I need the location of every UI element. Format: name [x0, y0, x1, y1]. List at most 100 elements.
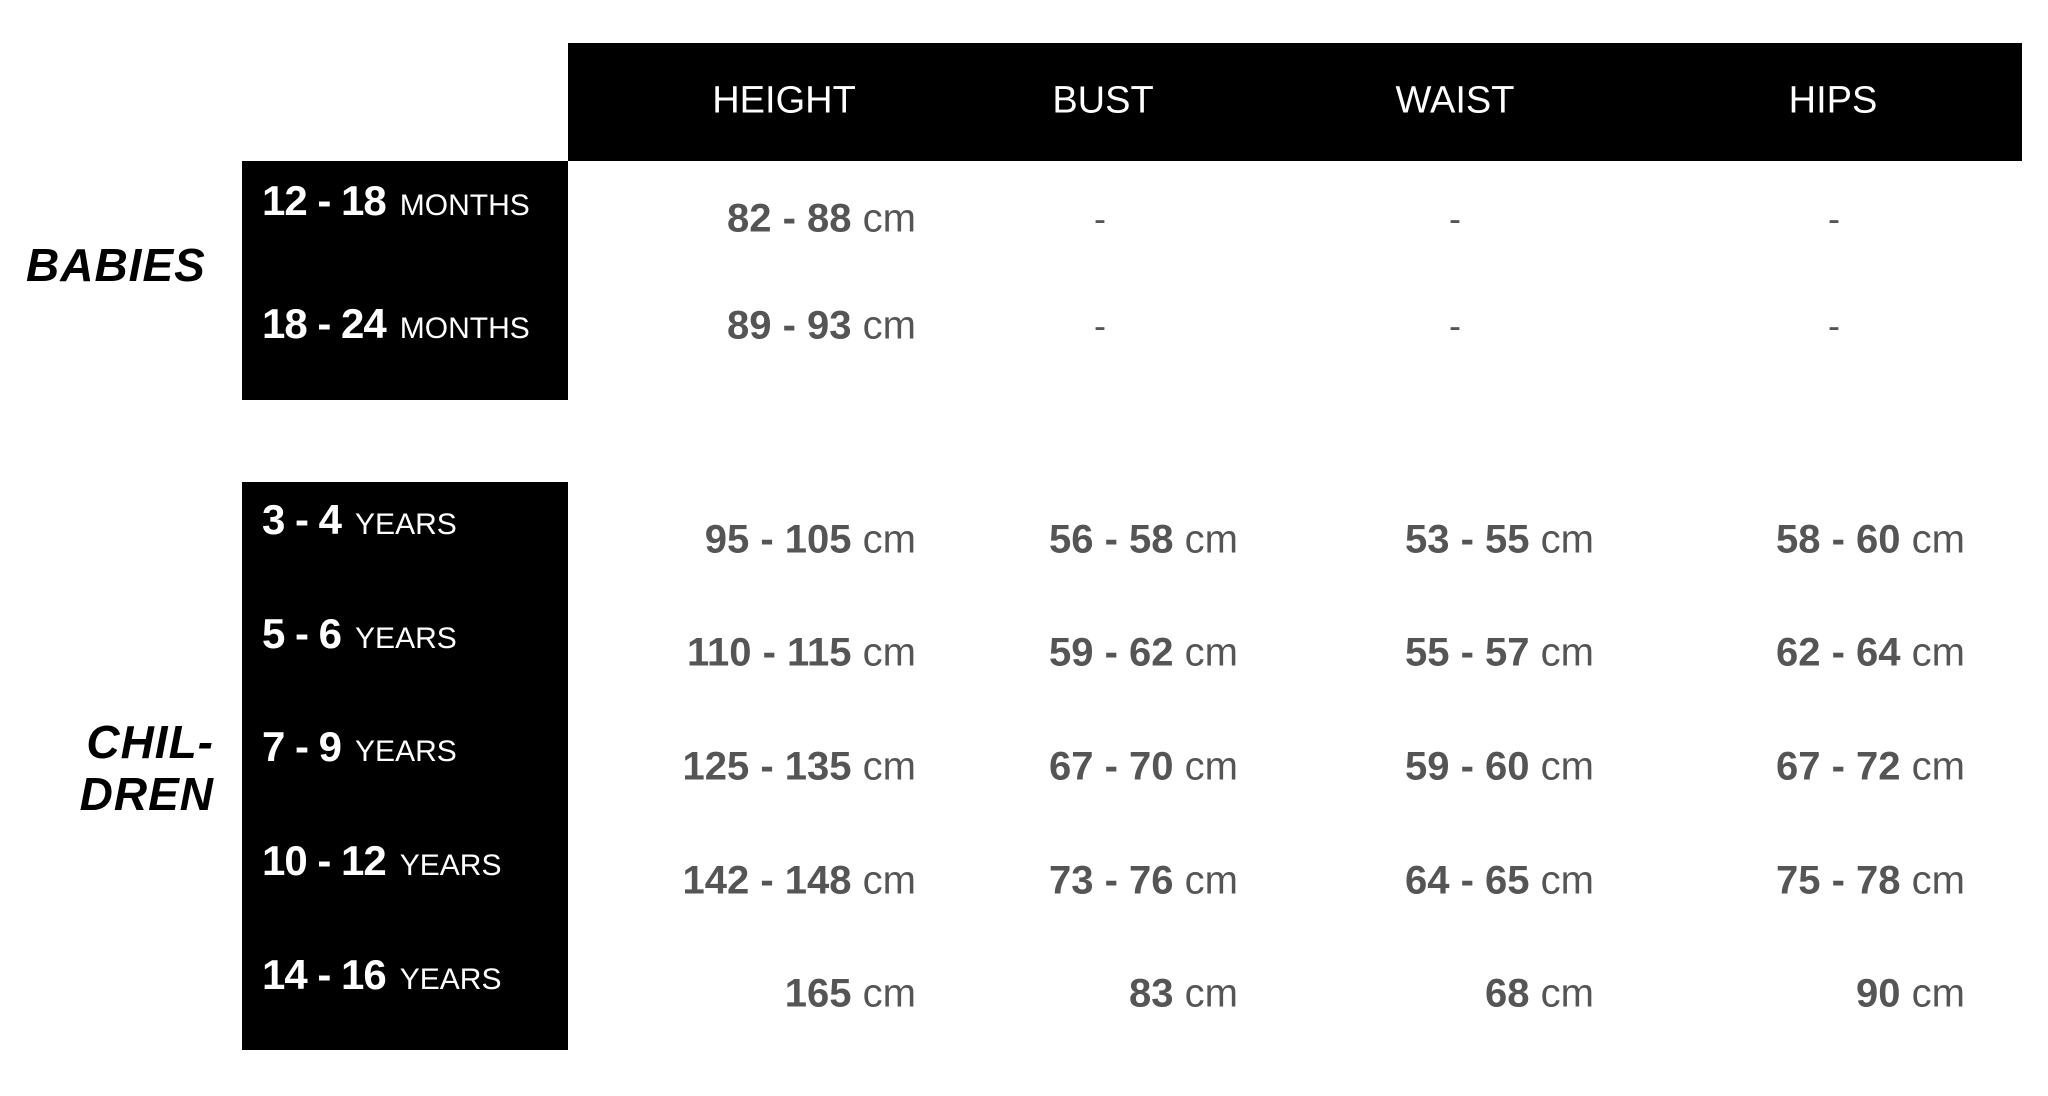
- bust-cell: 83 cm: [1129, 972, 1238, 1017]
- bust-cell: -: [1094, 305, 1106, 346]
- header-hips: HIPS: [1788, 79, 1878, 122]
- age-range: 18 - 24: [262, 300, 387, 347]
- unit: cm: [1184, 517, 1238, 562]
- waist-cell: -: [1449, 198, 1461, 239]
- height-cell: 82 - 88 cm: [727, 197, 916, 242]
- waist-cell: -: [1449, 305, 1461, 346]
- bust-cell: 73 - 76 cm: [1049, 859, 1238, 904]
- value: 83: [1129, 971, 1174, 1016]
- unit: cm: [862, 196, 916, 241]
- header-waist: WAIST: [1395, 79, 1515, 122]
- age-label: 14 - 16 YEARS: [262, 951, 501, 999]
- waist-cell: 53 - 55 cm: [1405, 518, 1594, 563]
- age-range: 3 - 4: [262, 496, 342, 543]
- unit: cm: [1184, 971, 1238, 1016]
- unit: cm: [862, 858, 916, 903]
- age-unit: YEARS: [399, 849, 502, 882]
- age-unit: YEARS: [399, 963, 502, 996]
- unit: cm: [862, 971, 916, 1016]
- age-range: 12 - 18: [262, 177, 387, 224]
- age-label: 12 - 18 MONTHS: [262, 177, 530, 225]
- unit: cm: [1184, 744, 1238, 789]
- age-label: 3 - 4 YEARS: [262, 496, 457, 544]
- hips-cell: -: [1828, 305, 1840, 346]
- value: 55 - 57: [1405, 630, 1530, 675]
- age-label: 10 - 12 YEARS: [262, 837, 501, 885]
- header-bar: [568, 43, 2022, 161]
- value: 67 - 72: [1776, 744, 1901, 789]
- value: 89 - 93: [727, 303, 852, 348]
- unit: cm: [862, 630, 916, 675]
- value: 64 - 65: [1405, 858, 1530, 903]
- group-label-children-line1: CHIL-: [86, 716, 214, 768]
- unit: cm: [1540, 630, 1594, 675]
- hips-cell: 75 - 78 cm: [1776, 859, 1965, 904]
- bust-cell: 59 - 62 cm: [1049, 631, 1238, 676]
- value: 67 - 70: [1049, 744, 1174, 789]
- age-unit: MONTHS: [399, 189, 530, 222]
- value: 82 - 88: [727, 196, 852, 241]
- waist-cell: 59 - 60 cm: [1405, 745, 1594, 790]
- value: 56 - 58: [1049, 517, 1174, 562]
- age-range: 14 - 16: [262, 951, 387, 998]
- unit: cm: [1540, 971, 1594, 1016]
- value: 68: [1485, 971, 1530, 1016]
- babies-age-box: [242, 161, 568, 400]
- unit: cm: [1911, 630, 1965, 675]
- value: 90: [1856, 971, 1901, 1016]
- header-height: HEIGHT: [712, 79, 856, 122]
- waist-cell: 64 - 65 cm: [1405, 859, 1594, 904]
- age-label: 18 - 24 MONTHS: [262, 300, 530, 348]
- age-range: 10 - 12: [262, 837, 387, 884]
- age-unit: MONTHS: [399, 312, 530, 345]
- age-range: 7 - 9: [262, 723, 342, 770]
- height-cell: 125 - 135 cm: [683, 745, 916, 790]
- value: 59 - 60: [1405, 744, 1530, 789]
- age-unit: YEARS: [355, 735, 457, 768]
- height-cell: 110 - 115 cm: [687, 631, 916, 676]
- group-label-children: CHIL- DREN: [80, 716, 214, 820]
- age-range: 5 - 6: [262, 610, 342, 657]
- height-cell: 95 - 105 cm: [705, 518, 916, 563]
- value: 53 - 55: [1405, 517, 1530, 562]
- children-age-box: [242, 482, 568, 1050]
- unit: cm: [1184, 858, 1238, 903]
- age-label: 5 - 6 YEARS: [262, 610, 457, 658]
- header-bust: BUST: [1052, 79, 1154, 122]
- value: 142 - 148: [682, 858, 852, 903]
- value: 62 - 64: [1776, 630, 1901, 675]
- value: 59 - 62: [1049, 630, 1174, 675]
- unit: cm: [862, 303, 916, 348]
- unit: cm: [1184, 630, 1238, 675]
- hips-cell: 58 - 60 cm: [1776, 518, 1965, 563]
- group-label-babies: BABIES: [26, 239, 206, 291]
- unit: cm: [1911, 971, 1965, 1016]
- value: 58 - 60: [1776, 517, 1901, 562]
- value: 165: [784, 971, 852, 1016]
- unit: cm: [1540, 858, 1594, 903]
- group-label-children-line2: DREN: [79, 768, 214, 820]
- unit: cm: [862, 744, 916, 789]
- hips-cell: 67 - 72 cm: [1776, 745, 1965, 790]
- unit: cm: [1540, 744, 1594, 789]
- unit: cm: [1911, 858, 1965, 903]
- bust-cell: 67 - 70 cm: [1049, 745, 1238, 790]
- value: 95 - 105: [704, 517, 852, 562]
- hips-cell: 90 cm: [1856, 972, 1965, 1017]
- height-cell: 89 - 93 cm: [727, 304, 916, 349]
- hips-cell: 62 - 64 cm: [1776, 631, 1965, 676]
- waist-cell: 55 - 57 cm: [1405, 631, 1594, 676]
- age-unit: YEARS: [355, 508, 457, 541]
- height-cell: 142 - 148 cm: [683, 859, 916, 904]
- bust-cell: -: [1094, 198, 1106, 239]
- unit: cm: [862, 517, 916, 562]
- age-label: 7 - 9 YEARS: [262, 723, 457, 771]
- value: 110 - 115: [686, 630, 852, 675]
- height-cell: 165 cm: [785, 972, 916, 1017]
- unit: cm: [1911, 517, 1965, 562]
- value: 125 - 135: [682, 744, 852, 789]
- unit: cm: [1540, 517, 1594, 562]
- unit: cm: [1911, 744, 1965, 789]
- value: 75 - 78: [1776, 858, 1901, 903]
- value: 73 - 76: [1049, 858, 1174, 903]
